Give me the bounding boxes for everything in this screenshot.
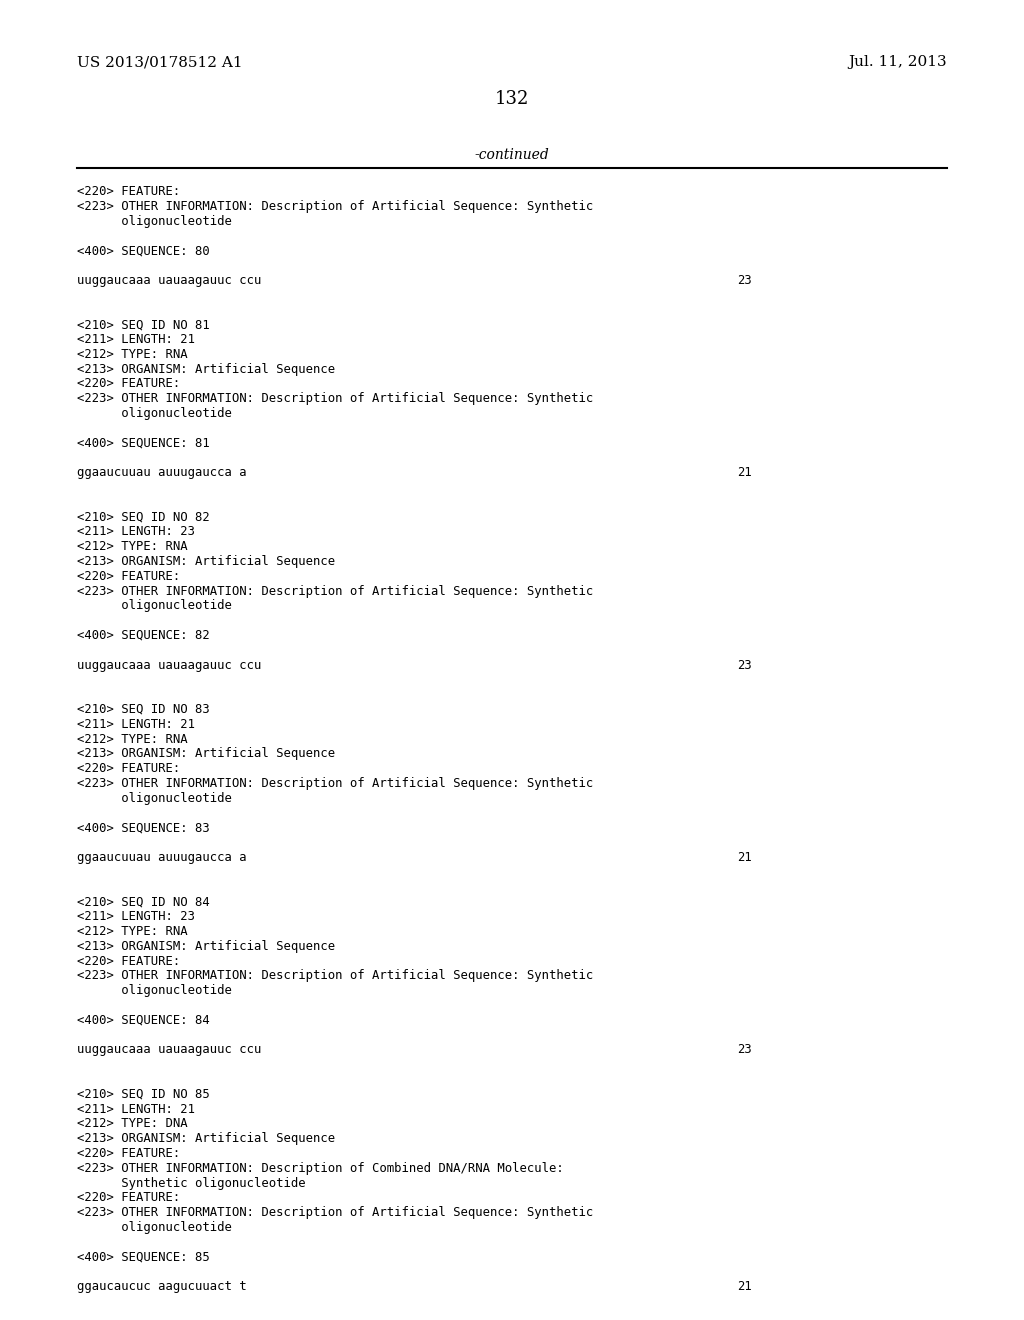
Text: 132: 132 xyxy=(495,90,529,108)
Text: <212> TYPE: RNA: <212> TYPE: RNA xyxy=(77,540,187,553)
Text: <213> ORGANISM: Artificial Sequence: <213> ORGANISM: Artificial Sequence xyxy=(77,1133,335,1146)
Text: <400> SEQUENCE: 85: <400> SEQUENCE: 85 xyxy=(77,1250,210,1263)
Text: oligonucleotide: oligonucleotide xyxy=(77,792,231,805)
Text: <400> SEQUENCE: 81: <400> SEQUENCE: 81 xyxy=(77,437,210,450)
Text: <210> SEQ ID NO 82: <210> SEQ ID NO 82 xyxy=(77,511,210,524)
Text: uuggaucaaa uauaagauuc ccu: uuggaucaaa uauaagauuc ccu xyxy=(77,659,261,672)
Text: <223> OTHER INFORMATION: Description of Artificial Sequence: Synthetic: <223> OTHER INFORMATION: Description of … xyxy=(77,1206,593,1220)
Text: <211> LENGTH: 21: <211> LENGTH: 21 xyxy=(77,718,195,731)
Text: oligonucleotide: oligonucleotide xyxy=(77,985,231,997)
Text: uuggaucaaa uauaagauuc ccu: uuggaucaaa uauaagauuc ccu xyxy=(77,1043,261,1056)
Text: <223> OTHER INFORMATION: Description of Artificial Sequence: Synthetic: <223> OTHER INFORMATION: Description of … xyxy=(77,777,593,789)
Text: oligonucleotide: oligonucleotide xyxy=(77,215,231,227)
Text: <210> SEQ ID NO 81: <210> SEQ ID NO 81 xyxy=(77,318,210,331)
Text: oligonucleotide: oligonucleotide xyxy=(77,407,231,420)
Text: -continued: -continued xyxy=(475,148,549,162)
Text: oligonucleotide: oligonucleotide xyxy=(77,599,231,612)
Text: <213> ORGANISM: Artificial Sequence: <213> ORGANISM: Artificial Sequence xyxy=(77,747,335,760)
Text: ggaaucuuau auuugaucca a: ggaaucuuau auuugaucca a xyxy=(77,851,247,865)
Text: <220> FEATURE:: <220> FEATURE: xyxy=(77,954,180,968)
Text: <213> ORGANISM: Artificial Sequence: <213> ORGANISM: Artificial Sequence xyxy=(77,940,335,953)
Text: <400> SEQUENCE: 80: <400> SEQUENCE: 80 xyxy=(77,244,210,257)
Text: <211> LENGTH: 21: <211> LENGTH: 21 xyxy=(77,1102,195,1115)
Text: <211> LENGTH: 21: <211> LENGTH: 21 xyxy=(77,333,195,346)
Text: <212> TYPE: RNA: <212> TYPE: RNA xyxy=(77,347,187,360)
Text: <220> FEATURE:: <220> FEATURE: xyxy=(77,1192,180,1204)
Text: <400> SEQUENCE: 84: <400> SEQUENCE: 84 xyxy=(77,1014,210,1027)
Text: <212> TYPE: DNA: <212> TYPE: DNA xyxy=(77,1118,187,1130)
Text: <211> LENGTH: 23: <211> LENGTH: 23 xyxy=(77,911,195,923)
Text: <220> FEATURE:: <220> FEATURE: xyxy=(77,378,180,391)
Text: <210> SEQ ID NO 85: <210> SEQ ID NO 85 xyxy=(77,1088,210,1101)
Text: 21: 21 xyxy=(737,851,752,865)
Text: <220> FEATURE:: <220> FEATURE: xyxy=(77,762,180,775)
Text: <400> SEQUENCE: 83: <400> SEQUENCE: 83 xyxy=(77,821,210,834)
Text: ggaaucuuau auuugaucca a: ggaaucuuau auuugaucca a xyxy=(77,466,247,479)
Text: <223> OTHER INFORMATION: Description of Artificial Sequence: Synthetic: <223> OTHER INFORMATION: Description of … xyxy=(77,199,593,213)
Text: <223> OTHER INFORMATION: Description of Artificial Sequence: Synthetic: <223> OTHER INFORMATION: Description of … xyxy=(77,585,593,598)
Text: uuggaucaaa uauaagauuc ccu: uuggaucaaa uauaagauuc ccu xyxy=(77,273,261,286)
Text: <212> TYPE: RNA: <212> TYPE: RNA xyxy=(77,925,187,939)
Text: US 2013/0178512 A1: US 2013/0178512 A1 xyxy=(77,55,243,69)
Text: oligonucleotide: oligonucleotide xyxy=(77,1221,231,1234)
Text: <213> ORGANISM: Artificial Sequence: <213> ORGANISM: Artificial Sequence xyxy=(77,363,335,376)
Text: <223> OTHER INFORMATION: Description of Artificial Sequence: Synthetic: <223> OTHER INFORMATION: Description of … xyxy=(77,969,593,982)
Text: <211> LENGTH: 23: <211> LENGTH: 23 xyxy=(77,525,195,539)
Text: 21: 21 xyxy=(737,466,752,479)
Text: Synthetic oligonucleotide: Synthetic oligonucleotide xyxy=(77,1176,305,1189)
Text: 23: 23 xyxy=(737,1043,752,1056)
Text: <210> SEQ ID NO 83: <210> SEQ ID NO 83 xyxy=(77,704,210,715)
Text: Jul. 11, 2013: Jul. 11, 2013 xyxy=(849,55,947,69)
Text: <213> ORGANISM: Artificial Sequence: <213> ORGANISM: Artificial Sequence xyxy=(77,554,335,568)
Text: <220> FEATURE:: <220> FEATURE: xyxy=(77,570,180,583)
Text: <212> TYPE: RNA: <212> TYPE: RNA xyxy=(77,733,187,746)
Text: <223> OTHER INFORMATION: Description of Combined DNA/RNA Molecule:: <223> OTHER INFORMATION: Description of … xyxy=(77,1162,563,1175)
Text: 23: 23 xyxy=(737,273,752,286)
Text: <220> FEATURE:: <220> FEATURE: xyxy=(77,185,180,198)
Text: 21: 21 xyxy=(737,1280,752,1294)
Text: ggaucaucuc aagucuuact t: ggaucaucuc aagucuuact t xyxy=(77,1280,247,1294)
Text: <220> FEATURE:: <220> FEATURE: xyxy=(77,1147,180,1160)
Text: <210> SEQ ID NO 84: <210> SEQ ID NO 84 xyxy=(77,895,210,908)
Text: <223> OTHER INFORMATION: Description of Artificial Sequence: Synthetic: <223> OTHER INFORMATION: Description of … xyxy=(77,392,593,405)
Text: <400> SEQUENCE: 82: <400> SEQUENCE: 82 xyxy=(77,630,210,642)
Text: 23: 23 xyxy=(737,659,752,672)
